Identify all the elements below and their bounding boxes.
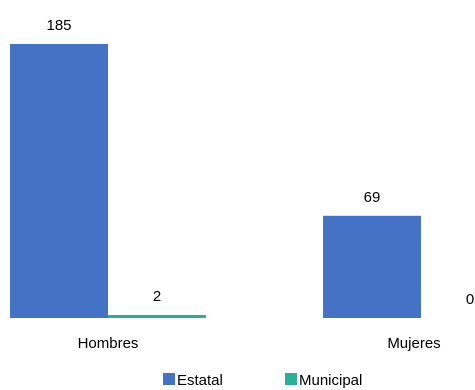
bar-hombres-estatal: [10, 44, 108, 318]
legend-swatch-municipal: [285, 373, 297, 385]
category-axis-labels: Hombres Mujeres: [78, 335, 441, 352]
category-label-mujeres: Mujeres: [387, 335, 440, 352]
data-label-mujeres-municipal: 0: [466, 291, 474, 308]
bars: [10, 44, 421, 318]
legend: Estatal Municipal: [163, 372, 362, 389]
legend-label-estatal: Estatal: [177, 372, 223, 389]
bar-hombres-municipal: [108, 315, 206, 318]
legend-label-municipal: Municipal: [299, 372, 362, 389]
bar-mujeres-estatal: [323, 215, 421, 318]
data-label-hombres-municipal: 2: [153, 288, 161, 305]
data-label-hombres-estatal: 185: [46, 17, 71, 34]
legend-swatch-estatal: [163, 373, 175, 385]
data-label-mujeres-estatal: 69: [364, 189, 381, 206]
data-labels: 185 69 2 0: [46, 17, 474, 308]
category-label-hombres: Hombres: [78, 335, 139, 352]
